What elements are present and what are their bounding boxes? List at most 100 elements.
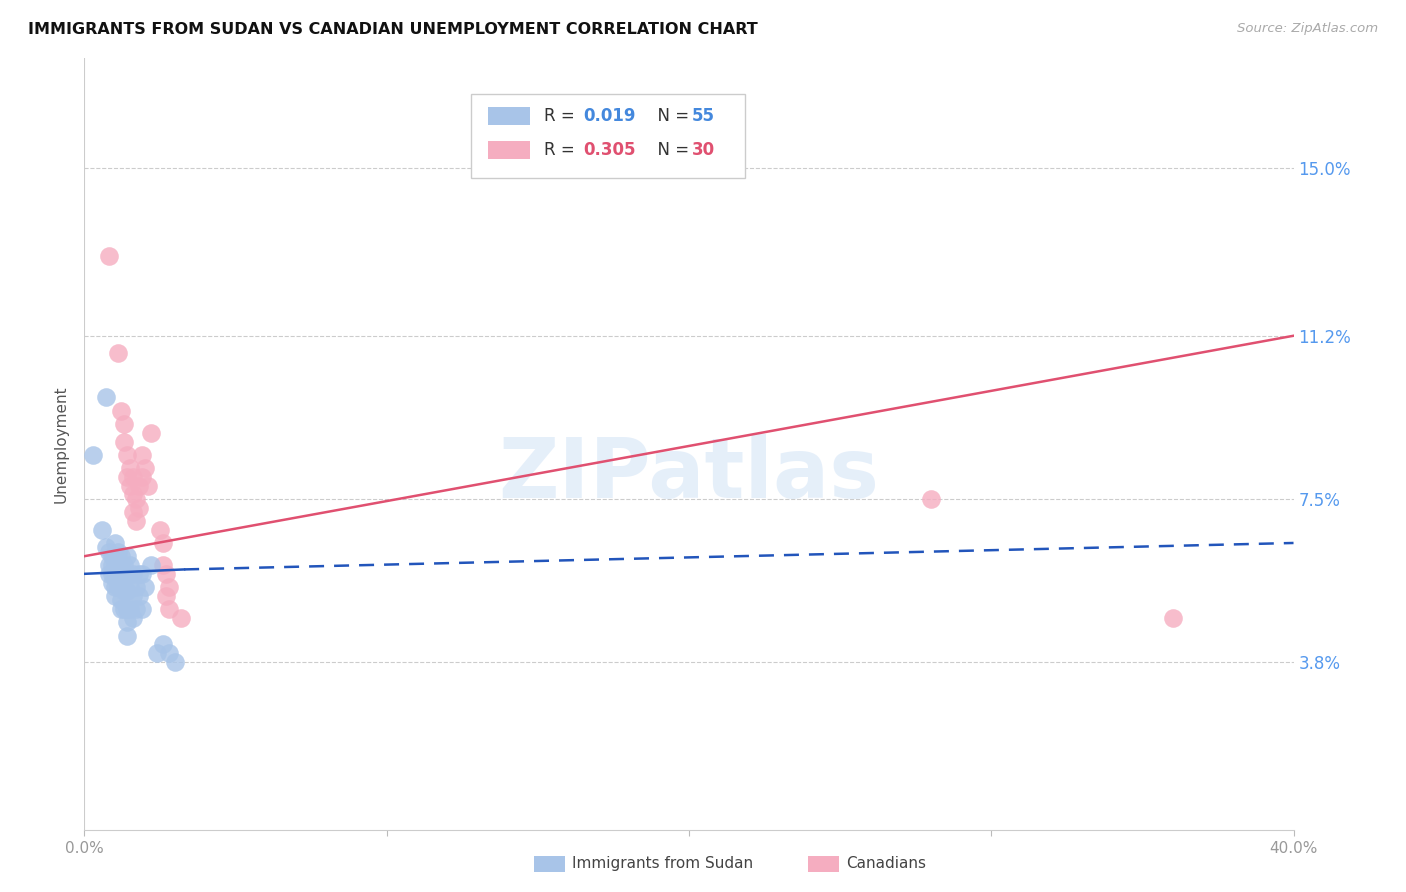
Point xyxy=(128,589,150,603)
Text: 55: 55 xyxy=(692,107,714,125)
Point xyxy=(131,602,153,616)
Point xyxy=(104,549,127,564)
Point xyxy=(155,566,177,581)
Point xyxy=(170,611,193,625)
Text: R =: R = xyxy=(544,141,581,159)
Text: N =: N = xyxy=(647,141,695,159)
Point xyxy=(152,536,174,550)
Point xyxy=(112,558,135,572)
Point xyxy=(165,655,187,669)
Point xyxy=(104,589,127,603)
Text: Canadians: Canadians xyxy=(846,856,927,871)
Point xyxy=(121,487,143,501)
Point xyxy=(157,580,180,594)
Point xyxy=(104,571,127,585)
Point xyxy=(128,566,150,581)
Point xyxy=(110,558,132,572)
Point xyxy=(104,558,127,572)
Point xyxy=(107,346,129,360)
Point xyxy=(136,478,159,492)
Point xyxy=(115,549,138,564)
Point xyxy=(118,478,141,492)
Point xyxy=(920,491,942,506)
Point xyxy=(110,580,132,594)
Point xyxy=(152,558,174,572)
Text: Source: ZipAtlas.com: Source: ZipAtlas.com xyxy=(1237,22,1378,36)
Point xyxy=(118,602,141,616)
Point xyxy=(121,611,143,625)
Point xyxy=(152,637,174,651)
Point xyxy=(146,646,169,660)
Point xyxy=(91,523,114,537)
Point xyxy=(100,575,122,590)
Point xyxy=(139,558,162,572)
Text: IMMIGRANTS FROM SUDAN VS CANADIAN UNEMPLOYMENT CORRELATION CHART: IMMIGRANTS FROM SUDAN VS CANADIAN UNEMPL… xyxy=(28,22,758,37)
Point xyxy=(118,558,141,572)
Point xyxy=(107,558,129,572)
Point xyxy=(115,629,138,643)
Point xyxy=(112,602,135,616)
Point xyxy=(97,545,120,559)
Point xyxy=(112,434,135,449)
Point xyxy=(107,580,129,594)
Point xyxy=(115,448,138,462)
Point xyxy=(121,470,143,484)
Point xyxy=(110,602,132,616)
Point xyxy=(107,545,129,559)
Point xyxy=(97,566,120,581)
Point xyxy=(100,566,122,581)
Text: Immigrants from Sudan: Immigrants from Sudan xyxy=(572,856,754,871)
Point xyxy=(115,584,138,599)
Point xyxy=(157,602,180,616)
Text: N =: N = xyxy=(647,107,695,125)
Point xyxy=(94,541,117,555)
Point xyxy=(128,500,150,515)
Point xyxy=(115,615,138,630)
Point xyxy=(121,589,143,603)
Point xyxy=(115,470,138,484)
Point xyxy=(157,646,180,660)
Point xyxy=(131,566,153,581)
Point xyxy=(107,566,129,581)
Point xyxy=(104,536,127,550)
Point xyxy=(128,478,150,492)
Point xyxy=(1161,611,1184,625)
Point xyxy=(112,584,135,599)
Point xyxy=(125,580,148,594)
Text: 30: 30 xyxy=(692,141,714,159)
Point xyxy=(110,403,132,417)
Point xyxy=(97,249,120,263)
Point xyxy=(112,571,135,585)
Point xyxy=(110,549,132,564)
Text: 0.019: 0.019 xyxy=(583,107,636,125)
Point xyxy=(110,593,132,607)
Text: ZIPatlas: ZIPatlas xyxy=(499,434,879,516)
Point xyxy=(134,580,156,594)
Point xyxy=(112,417,135,431)
Point xyxy=(97,558,120,572)
Point xyxy=(131,470,153,484)
Point xyxy=(115,602,138,616)
Point xyxy=(100,558,122,572)
Point xyxy=(155,589,177,603)
Point xyxy=(125,602,148,616)
Point xyxy=(118,461,141,475)
Point xyxy=(82,448,104,462)
Y-axis label: Unemployment: Unemployment xyxy=(53,385,69,502)
Text: R =: R = xyxy=(544,107,581,125)
Point xyxy=(121,505,143,519)
Point xyxy=(100,549,122,564)
Point xyxy=(121,566,143,581)
Point xyxy=(104,580,127,594)
Point xyxy=(115,566,138,581)
Point xyxy=(134,461,156,475)
Point xyxy=(94,391,117,405)
Point xyxy=(149,523,172,537)
Point xyxy=(118,580,141,594)
Point xyxy=(139,425,162,440)
Point xyxy=(125,491,148,506)
Point xyxy=(110,571,132,585)
Text: 0.305: 0.305 xyxy=(583,141,636,159)
Point xyxy=(125,514,148,528)
Point xyxy=(131,448,153,462)
